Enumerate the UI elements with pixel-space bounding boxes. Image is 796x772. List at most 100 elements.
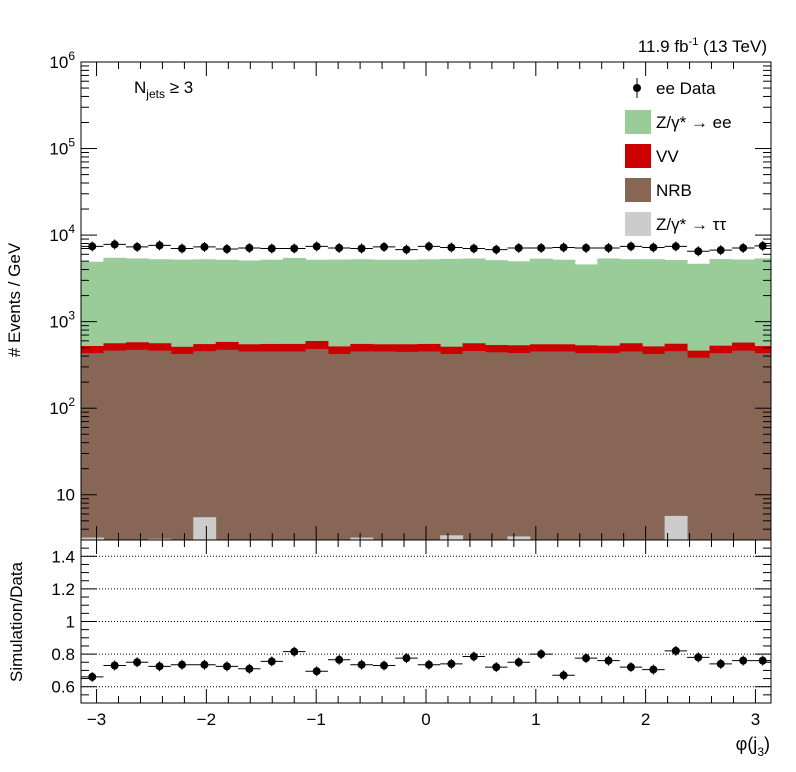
ratio-point-4 xyxy=(178,660,187,669)
bar-nrb-2 xyxy=(125,349,149,540)
ratio-points xyxy=(81,645,771,682)
data-point-26 xyxy=(671,242,680,251)
legend-label: Z/γ* → ee xyxy=(656,113,732,132)
ratio-point-10 xyxy=(312,667,321,676)
data-point-12 xyxy=(357,244,366,253)
ratio-point-0 xyxy=(88,672,97,681)
y-tick-label: 106 xyxy=(49,49,75,72)
y-tick-label: 105 xyxy=(49,136,75,159)
bar-nrb-13 xyxy=(372,351,396,540)
ratio-point-5 xyxy=(200,660,209,669)
bar-nrb-27 xyxy=(687,357,711,540)
bar-nrb-24 xyxy=(619,351,643,540)
bar-nrb-22 xyxy=(574,353,598,540)
bar-nrb-14 xyxy=(395,351,419,540)
top-y-axis-title: # Events / GeV xyxy=(5,242,24,357)
ratio-point-6 xyxy=(222,662,231,671)
bar-z--12 xyxy=(350,537,374,540)
data-point-19 xyxy=(514,243,523,252)
bar-nrb-12 xyxy=(350,351,374,540)
x-tick-label: 3 xyxy=(751,710,760,729)
ratio-point-8 xyxy=(267,657,276,666)
bar-z--3 xyxy=(148,538,172,540)
ratio-y-tick-label: 1.4 xyxy=(51,547,75,566)
data-point-2 xyxy=(133,242,142,251)
y-tick-label: 10 xyxy=(56,486,75,505)
ratio-point-15 xyxy=(424,660,433,669)
x-tick-label: −1 xyxy=(306,710,325,729)
y-tick-label: 103 xyxy=(49,309,75,332)
ratio-gridlines xyxy=(81,555,771,688)
ratio-point-16 xyxy=(447,659,456,668)
ratio-point-9 xyxy=(290,647,299,656)
bar-z--26 xyxy=(664,515,688,540)
ratio-point-24 xyxy=(626,663,635,672)
jet-multiplicity-label: Njets ≥ 3 xyxy=(134,78,193,101)
ratio-y-axis-title: Simulation/Data xyxy=(7,561,26,682)
bar-z--0 xyxy=(81,537,104,540)
bar-nrb-1 xyxy=(103,350,127,540)
x-tick-label: 2 xyxy=(641,710,650,729)
data-point-6 xyxy=(222,245,231,254)
legend-swatch xyxy=(625,178,651,202)
bar-nrb-3 xyxy=(148,350,172,540)
data-point-11 xyxy=(335,243,344,252)
ratio-point-20 xyxy=(537,650,546,659)
bar-nrb-30 xyxy=(754,353,772,540)
ratio-y-tick-label: 0.6 xyxy=(51,678,75,697)
ratio-point-29 xyxy=(739,656,748,665)
bar-nrb-28 xyxy=(709,353,733,540)
top-y-axis: 10 102 103 104 105 106 xyxy=(49,49,771,541)
legend-label: NRB xyxy=(656,181,692,200)
x-axis-title: φ(j3) xyxy=(736,734,770,759)
bar-nrb-17 xyxy=(462,351,486,540)
ratio-point-26 xyxy=(671,646,680,655)
data-point-24 xyxy=(626,242,635,251)
ratio-point-27 xyxy=(694,653,703,662)
ratio-point-21 xyxy=(559,671,568,680)
data-point-14 xyxy=(402,245,411,254)
bar-nrb-20 xyxy=(529,351,553,540)
data-point-7 xyxy=(245,243,254,252)
data-point-25 xyxy=(649,243,658,252)
bar-nrb-15 xyxy=(417,351,441,540)
legend-marker xyxy=(633,84,641,92)
data-point-23 xyxy=(604,243,613,252)
y-tick-label: 104 xyxy=(49,222,75,245)
ratio-point-30 xyxy=(758,656,767,665)
data-point-3 xyxy=(155,241,164,250)
data-point-8 xyxy=(267,244,276,253)
x-tick-label: −2 xyxy=(197,710,216,729)
data-points xyxy=(81,239,771,257)
ratio-point-25 xyxy=(649,665,658,674)
ratio-axes: 0.6 0.8 1 1.2 1.4 −3 −2 −1 0 1 2 3 xyxy=(51,540,771,729)
data-point-20 xyxy=(537,243,546,252)
lumi-label: 11.9 fb-1 (13 TeV) xyxy=(638,36,767,56)
bar-nrb-25 xyxy=(642,354,666,540)
bar-z--19 xyxy=(507,536,531,540)
legend: ee Data Z/γ* → ee VV NRB Z/γ* → ττ xyxy=(625,78,732,236)
data-point-16 xyxy=(447,243,456,252)
ratio-point-28 xyxy=(716,659,725,668)
data-point-0 xyxy=(88,242,97,251)
bar-nrb-9 xyxy=(283,351,306,540)
ratio-point-12 xyxy=(357,660,366,669)
ratio-point-22 xyxy=(582,654,591,663)
legend-swatch xyxy=(625,144,651,168)
bar-nrb-23 xyxy=(597,353,621,540)
bar-nrb-7 xyxy=(238,351,262,540)
bar-nrb-6 xyxy=(215,349,239,540)
bar-nrb-21 xyxy=(552,351,576,540)
y-tick-label: 102 xyxy=(49,395,75,418)
data-point-18 xyxy=(492,245,501,254)
data-point-27 xyxy=(694,247,703,256)
ratio-point-13 xyxy=(380,661,389,670)
bar-nrb-16 xyxy=(440,353,464,540)
bar-nrb-5 xyxy=(193,351,217,540)
ratio-y-tick-label: 1.2 xyxy=(51,580,75,599)
data-point-29 xyxy=(739,243,748,252)
legend-swatch xyxy=(625,110,651,134)
ratio-point-7 xyxy=(245,664,254,673)
ratio-point-1 xyxy=(110,661,119,670)
